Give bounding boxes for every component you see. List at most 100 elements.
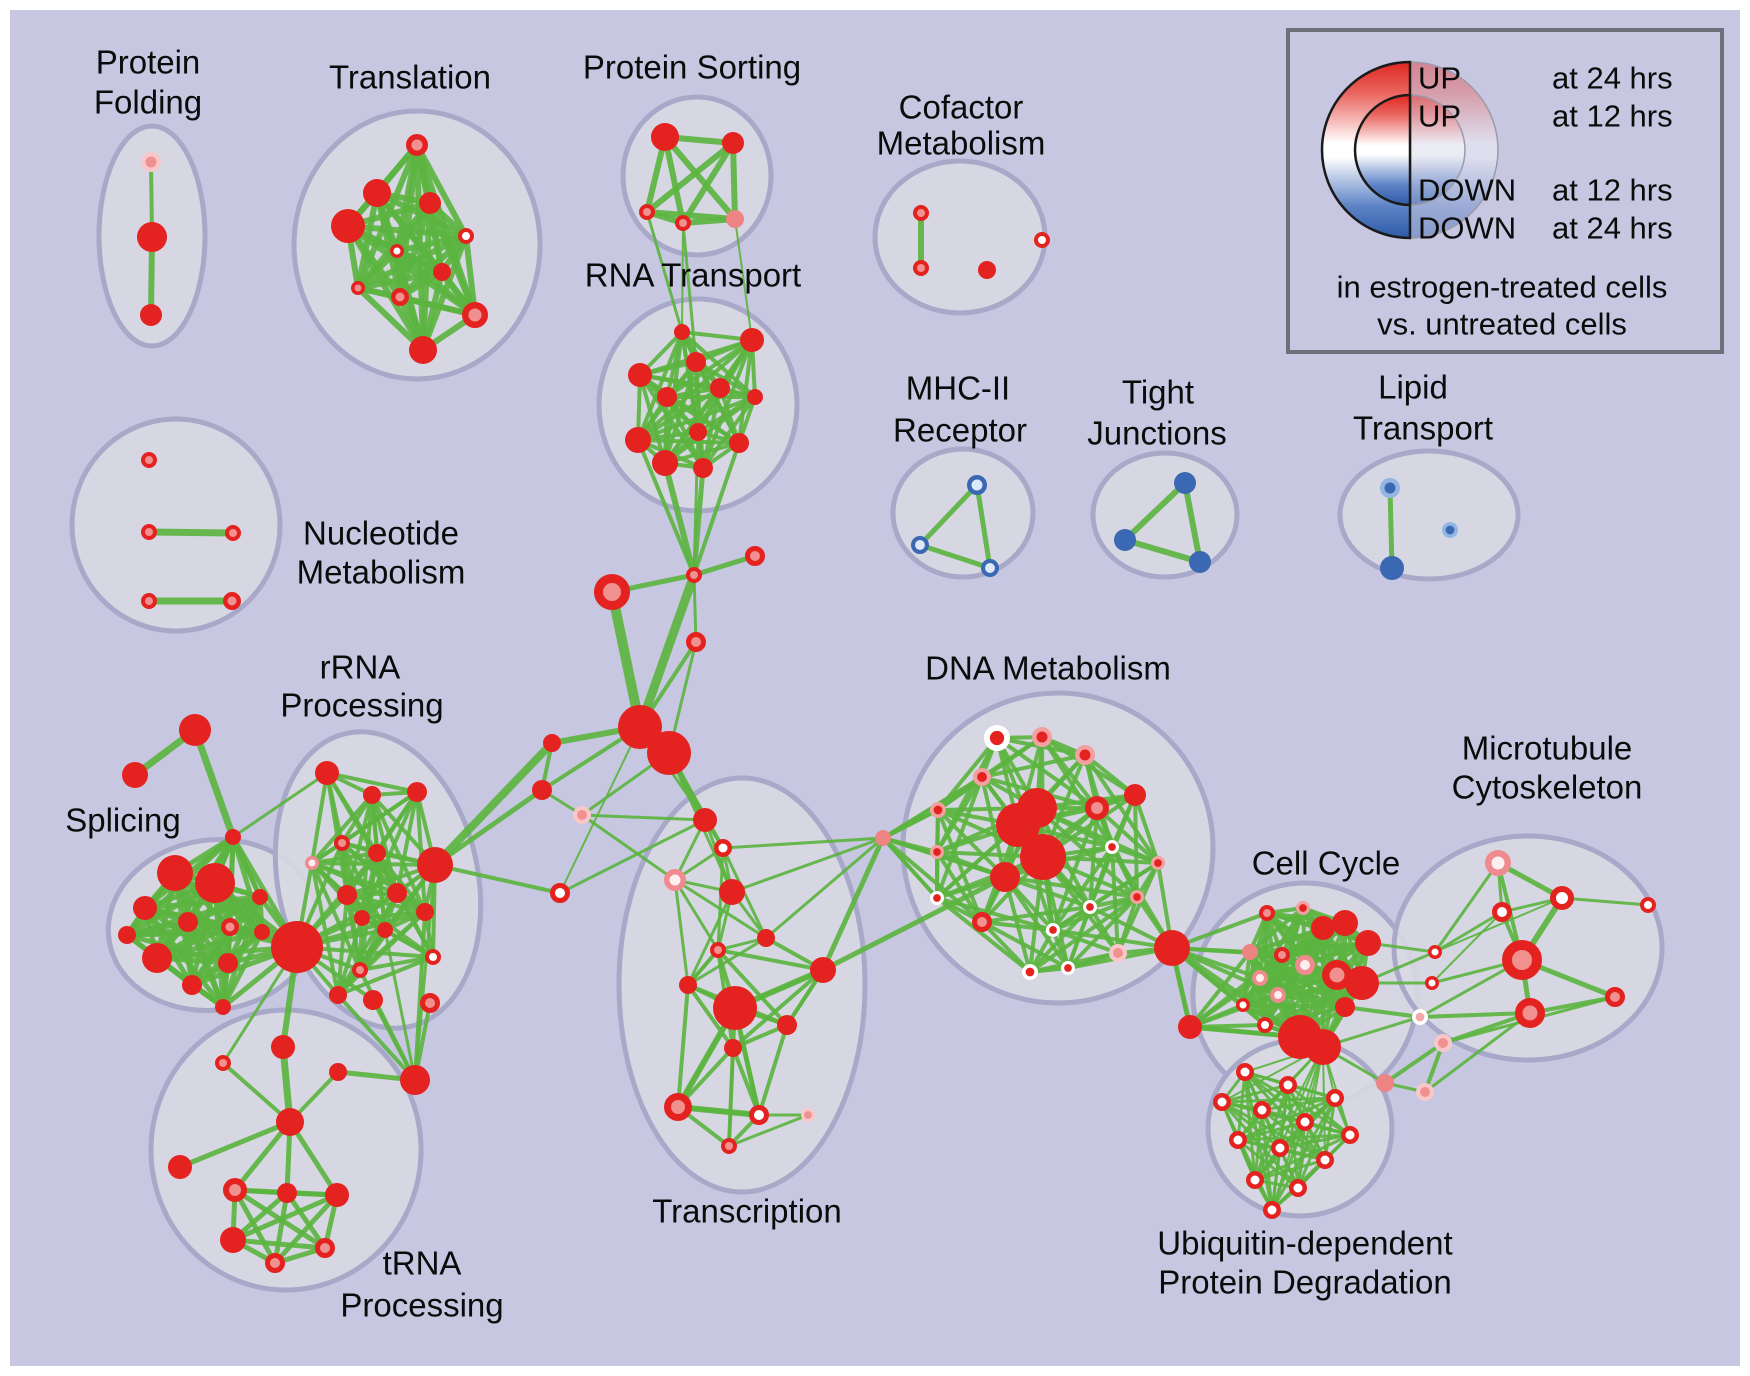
network-edge-splicing-mesh <box>154 834 236 961</box>
network-node-t65 <box>315 1238 335 1258</box>
network-node-rr7 <box>337 885 357 905</box>
network-edge <box>881 836 939 900</box>
network-node-pf2 <box>137 222 167 252</box>
network-node-dn1 <box>983 724 1010 751</box>
network-node-ub12 <box>1289 1179 1307 1197</box>
network-node-mh1 <box>967 475 987 495</box>
network-edge-dna-mesh <box>881 836 984 924</box>
network-edge <box>231 771 329 839</box>
network-node-rt12 <box>693 458 713 478</box>
cluster-label-dna-metabolism: DNA Metabolism <box>925 650 1171 687</box>
network-edge-splicing-mesh <box>142 894 263 911</box>
network-node-sp8 <box>218 953 238 973</box>
network-node-giant <box>271 921 323 973</box>
network-node-rt4 <box>686 352 706 372</box>
network-node-tl2 <box>363 179 391 207</box>
network-node-rts <box>745 546 765 566</box>
network-node-tl3 <box>419 192 441 214</box>
network-edge-translation-mesh <box>355 269 445 291</box>
network-edge-dna-mesh <box>980 753 1087 779</box>
network-edge <box>1122 537 1203 565</box>
network-node-rr16 <box>329 986 347 1004</box>
network-edge-rna-transport-mesh <box>663 395 757 465</box>
network-node-tx5 <box>757 929 775 947</box>
network-edge <box>1322 1046 1326 1161</box>
network-node-rt9 <box>625 427 651 453</box>
network-node-ub4 <box>1213 1093 1231 1111</box>
network-edge-protein-sorting-mesh <box>662 134 738 222</box>
network-node-ps2 <box>722 132 744 154</box>
network-node-sp9 <box>252 889 268 905</box>
network-edge-trna-sub-mesh <box>232 1187 278 1266</box>
network-node-dn5 <box>929 801 946 818</box>
network-edge <box>730 836 885 894</box>
network-edge <box>820 835 886 973</box>
network-edge-ubiquitin-mesh <box>1220 1096 1337 1104</box>
network-node-cc7 <box>1274 947 1290 963</box>
network-edge <box>727 1113 810 1148</box>
network-edge-rna-transport-mesh <box>636 330 684 442</box>
network-node-cc10 <box>1345 966 1379 1000</box>
network-node-dn21 <box>1060 961 1075 976</box>
cluster-label-lipid-transport: Lipid <box>1378 369 1448 406</box>
cluster-label-transcription: Transcription <box>652 1193 842 1230</box>
network-node-tx6 <box>710 942 726 958</box>
network-node-tl4 <box>331 209 365 243</box>
network-node-cc5 <box>1355 930 1381 956</box>
network-node-ub9 <box>1271 1139 1289 1157</box>
network-node-cc2 <box>1295 901 1310 916</box>
cluster-label-microtubule-cytoskeleton: Microtubule <box>1462 730 1633 767</box>
network-edge <box>1418 1011 1532 1019</box>
network-node-nm4 <box>141 593 157 609</box>
network-node-sp2 <box>195 863 235 903</box>
network-edge <box>881 836 1007 879</box>
network-edge-dna-mesh <box>1133 793 1160 865</box>
network-node-dn16 <box>930 891 945 906</box>
network-edge-translation-mesh <box>463 233 478 318</box>
network-node-dn7 <box>1124 784 1146 806</box>
network-edge-dna-mesh <box>936 808 984 924</box>
network-edge-ubiquitin-mesh <box>1260 1108 1274 1212</box>
network-node-pk2 <box>1416 1083 1435 1102</box>
network-edge <box>1434 897 1563 953</box>
network-edge-dna-mesh <box>1035 806 1160 865</box>
network-node-dn12 <box>990 862 1020 892</box>
network-edge <box>645 210 684 334</box>
network-node-rt3 <box>628 363 652 387</box>
network-edge-splicing-mesh <box>124 932 226 1010</box>
network-node-tx9 <box>713 986 757 1030</box>
network-node-mt6 <box>1605 987 1625 1007</box>
network-edge <box>635 570 699 732</box>
network-edge-ubiquitin-mesh <box>1253 1158 1327 1182</box>
network-node-tl9 <box>391 288 409 306</box>
network-edge-dna-mesh <box>1110 845 1160 865</box>
network-node-sp7 <box>182 975 202 995</box>
cluster-label-mhc-ii-receptor: Receptor <box>893 412 1027 449</box>
network-edge-rrna-mesh <box>325 771 419 794</box>
network-edge-ubiquitin-mesh <box>1220 1083 1290 1104</box>
network-node-rt2 <box>740 328 764 352</box>
network-node-sp6 <box>142 943 172 973</box>
network-edge-trna-sub-mesh <box>230 1192 340 1243</box>
legend-direction-label: UP <box>1418 61 1461 96</box>
network-edge-trna-sub-mesh <box>230 1237 328 1251</box>
network-edge <box>287 1119 340 1198</box>
network-node-ub10 <box>1316 1151 1334 1169</box>
network-edge-rna-transport-mesh <box>694 360 757 399</box>
network-node-lt2 <box>1380 556 1404 580</box>
network-edge-rna-transport-mesh <box>636 395 757 442</box>
network-edge <box>1237 1046 1324 1141</box>
network-node-pk3 <box>1376 1074 1394 1092</box>
network-node-mt3 <box>1492 902 1512 922</box>
network-node-hl1 <box>543 734 561 752</box>
network-edge-protein-sorting-mesh <box>680 140 736 226</box>
network-edge <box>1169 945 1303 1040</box>
network-edge-rrna-mesh <box>310 793 374 865</box>
network-edge-dna-mesh <box>1040 735 1114 849</box>
network-node-st3 <box>225 829 241 845</box>
network-node-tc2 <box>420 993 440 1013</box>
cluster-label-ubiquitin-degradation: Protein Degradation <box>1158 1264 1452 1301</box>
network-edge-transcription-lower-mesh <box>716 948 825 972</box>
network-edge-splicing-mesh <box>124 929 265 938</box>
network-edge-splicing-mesh <box>225 834 236 966</box>
